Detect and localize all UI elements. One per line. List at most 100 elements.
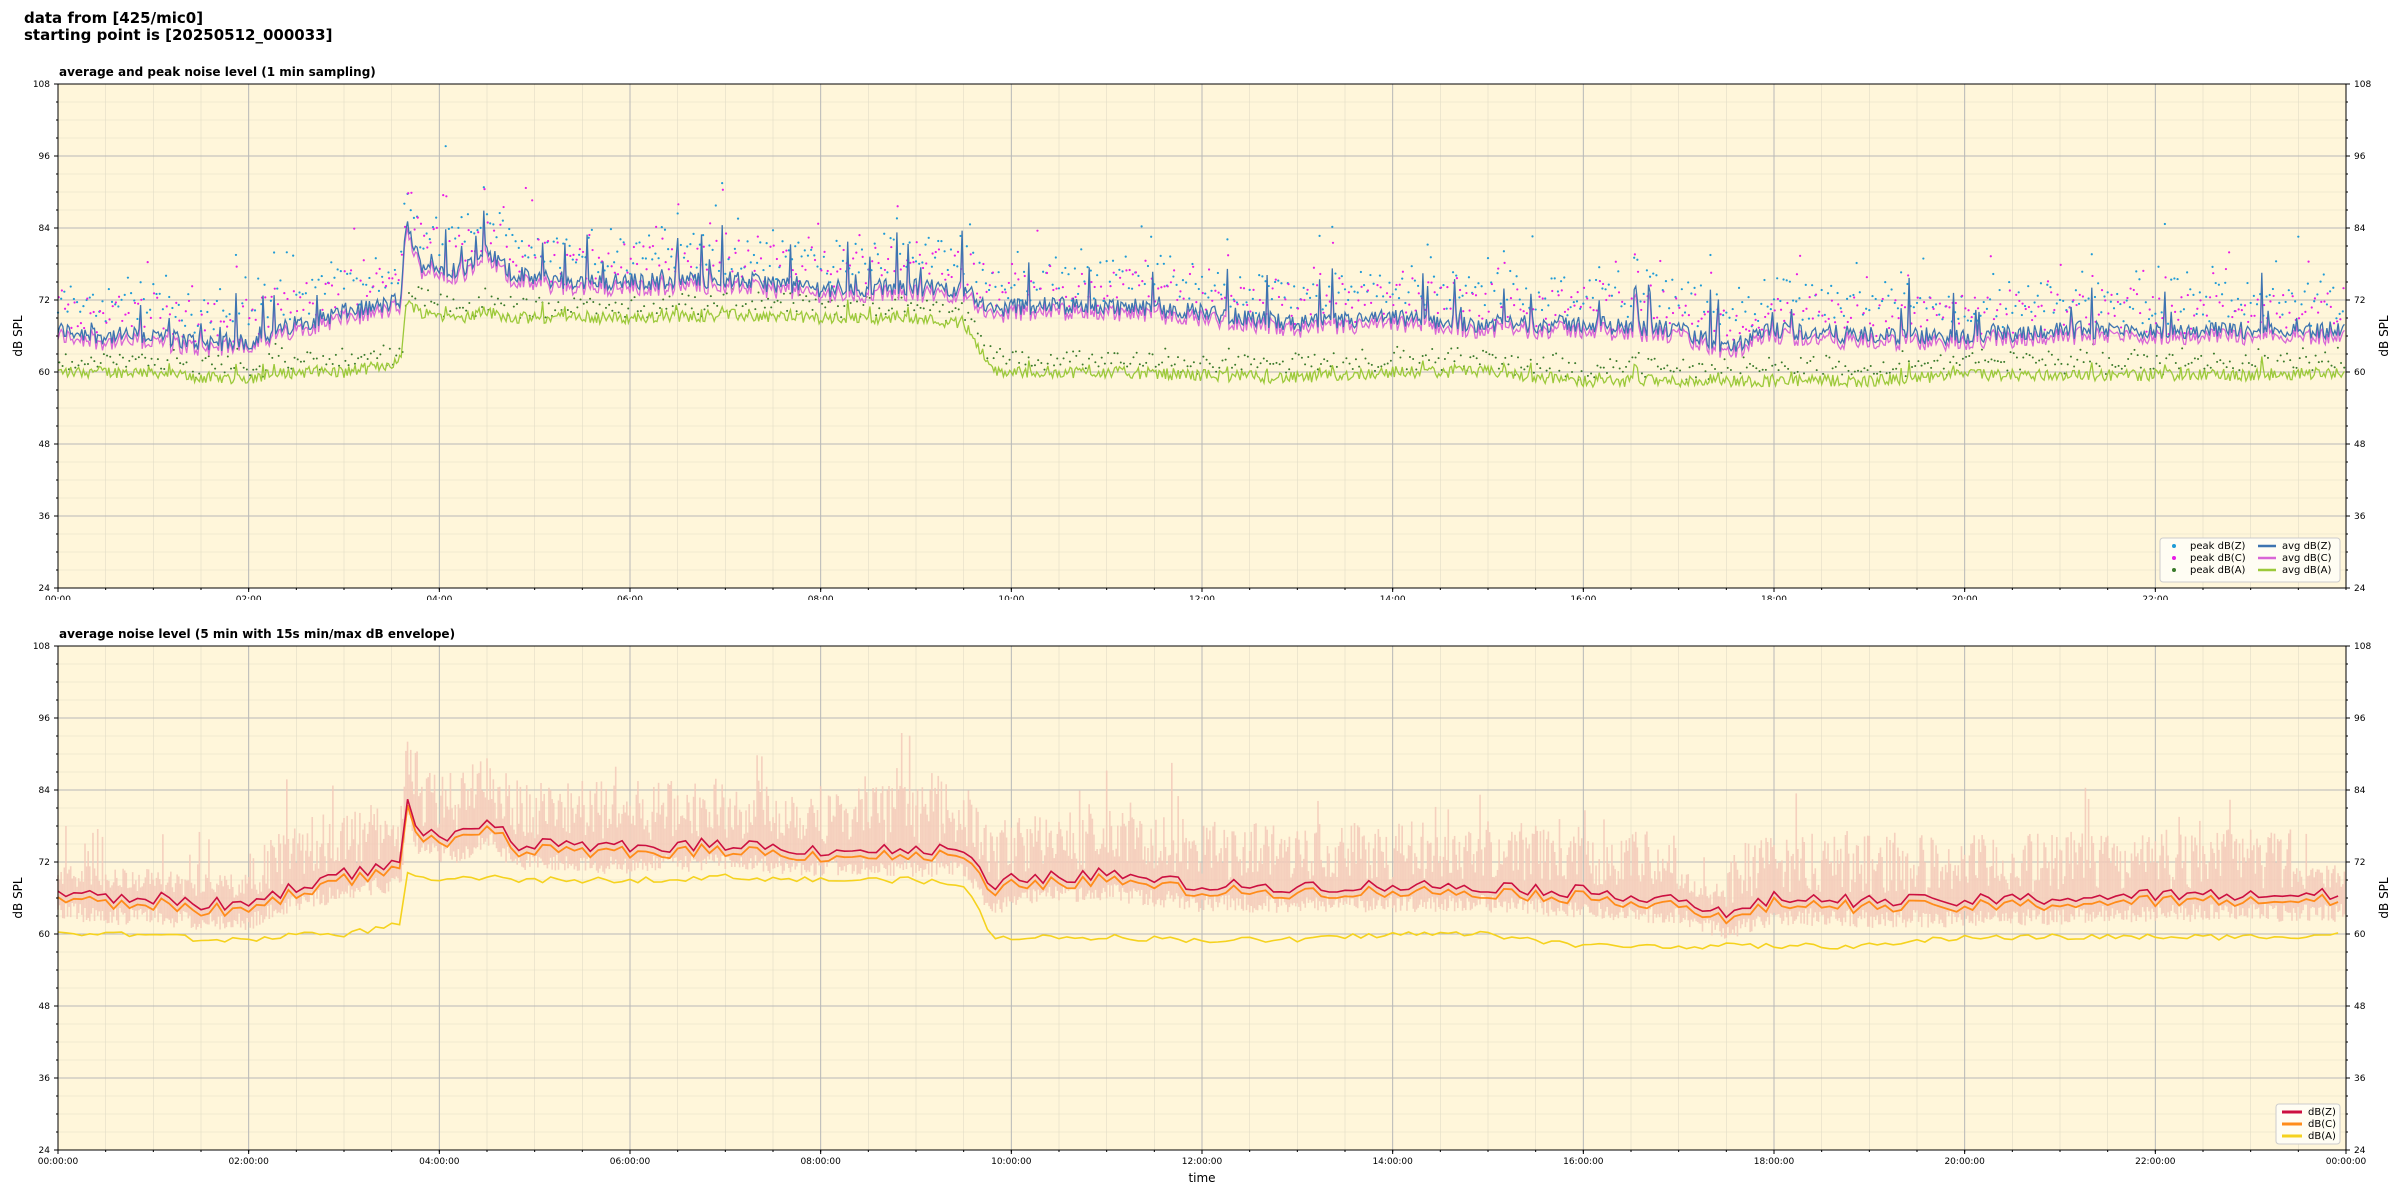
peak-a-point xyxy=(299,360,302,363)
peak-z-point xyxy=(756,261,759,264)
peak-a-point xyxy=(1221,359,1224,362)
peak-c-point xyxy=(267,325,270,328)
peak-z-point xyxy=(1817,314,1820,317)
peak-a-point xyxy=(214,367,217,370)
peak-c-point xyxy=(2113,314,2116,317)
peak-a-point xyxy=(2216,360,2219,363)
peak-c-point xyxy=(813,258,817,262)
peak-c-point xyxy=(1010,262,1014,266)
peak-c-point xyxy=(893,270,896,273)
peak-z-point xyxy=(2220,293,2224,296)
peak-z-point xyxy=(1699,284,1703,287)
peak-z-point xyxy=(1715,293,1718,296)
peak-c-point xyxy=(467,228,470,232)
peak-c-point xyxy=(1316,284,1319,287)
peak-z-point xyxy=(740,267,743,270)
peak-z-point xyxy=(2201,313,2205,316)
peak-z-point xyxy=(1690,292,1693,295)
peak-a-point xyxy=(1078,350,1081,353)
peak-z-point xyxy=(2303,290,2306,293)
peak-z-point xyxy=(1092,297,1096,300)
peak-z-point xyxy=(1121,270,1124,273)
peak-a-point xyxy=(1189,365,1192,368)
peak-z-point xyxy=(883,232,886,235)
peak-a-point xyxy=(287,366,290,369)
peak-z-point xyxy=(1820,288,1823,292)
peak-a-point xyxy=(1561,357,1564,360)
peak-a-point xyxy=(102,353,105,356)
peak-a-point xyxy=(338,364,341,367)
peak-a-point xyxy=(1504,356,1507,359)
peak-c-point xyxy=(941,272,944,275)
peak-z-point xyxy=(997,271,1000,274)
peak-z-point xyxy=(1753,313,1757,316)
peak-c-point xyxy=(655,225,658,229)
peak-a-point xyxy=(2225,366,2228,369)
peak-c-point xyxy=(512,260,515,263)
peak-c-point xyxy=(152,292,156,295)
peak-a-point xyxy=(2197,358,2200,361)
peak-a-point xyxy=(922,307,925,310)
peak-c-point xyxy=(715,239,718,242)
peak-a-point xyxy=(1199,362,1202,365)
peak-c-point xyxy=(1856,304,1859,307)
peak-a-point xyxy=(1679,369,1682,372)
peak-z-point xyxy=(1356,291,1359,294)
peak-a-point xyxy=(1081,363,1084,366)
peak-c-point xyxy=(1907,274,1910,277)
peak-a-point xyxy=(1793,372,1796,375)
peak-z-point xyxy=(2128,306,2132,309)
peak-z-point xyxy=(1258,274,1261,277)
peak-z-point xyxy=(2017,291,2020,294)
peak-a-point xyxy=(2038,359,2041,362)
peak-c-point xyxy=(826,269,829,273)
peak-a-point xyxy=(2324,351,2327,354)
peak-c-point xyxy=(632,245,635,249)
peak-c-point xyxy=(556,241,559,244)
peak-z-point xyxy=(88,296,91,299)
peak-c-point xyxy=(1522,310,1525,313)
peak-a-point xyxy=(1294,352,1297,355)
x-tick-label: 12:00 xyxy=(1189,595,1215,600)
peak-a-point xyxy=(271,356,274,359)
peak-z-point xyxy=(2157,265,2160,268)
peak-c-point xyxy=(1055,287,1058,290)
peak-a-point xyxy=(1904,375,1907,378)
peak-c-point xyxy=(2145,330,2148,333)
peak-z-point xyxy=(1407,291,1410,294)
peak-a-point xyxy=(659,306,661,309)
peak-a-point xyxy=(538,296,541,299)
peak-c-point xyxy=(2177,318,2180,321)
peak-z-point xyxy=(2236,297,2240,300)
peak-a-point xyxy=(1605,371,1608,374)
peak-c-point xyxy=(2107,312,2110,315)
peak-a-point xyxy=(1246,355,1249,358)
peak-c-point xyxy=(1932,307,1935,310)
peak-a-point xyxy=(2076,358,2079,361)
peak-a-point xyxy=(1129,362,1132,365)
peak-z-point xyxy=(355,277,358,280)
peak-z-point xyxy=(762,268,765,272)
peak-c-point xyxy=(477,231,480,234)
peak-a-point xyxy=(1113,352,1116,355)
peak-a-point xyxy=(1675,367,1678,370)
peak-c-point xyxy=(1662,290,1665,293)
peak-z-point xyxy=(1235,301,1239,304)
peak-c-point xyxy=(1125,269,1128,272)
peak-a-point xyxy=(2330,364,2333,367)
peak-z-point xyxy=(552,240,555,243)
peak-c-point xyxy=(2081,295,2085,298)
peak-z-point xyxy=(921,261,924,264)
peak-c-point xyxy=(2234,309,2237,313)
peak-a-point xyxy=(1586,374,1589,377)
peak-a-point xyxy=(1161,361,1164,364)
peak-a-point xyxy=(1043,368,1046,371)
peak-a-point xyxy=(608,303,611,306)
peak-z-point xyxy=(142,298,145,301)
peak-c-point xyxy=(1948,306,1951,309)
y-tick-label-right: 48 xyxy=(2354,1002,2366,1012)
peak-c-point xyxy=(537,238,540,241)
peak-c-point xyxy=(1891,315,1894,318)
peak-z-point xyxy=(625,269,628,272)
peak-z-point xyxy=(2274,260,2278,263)
